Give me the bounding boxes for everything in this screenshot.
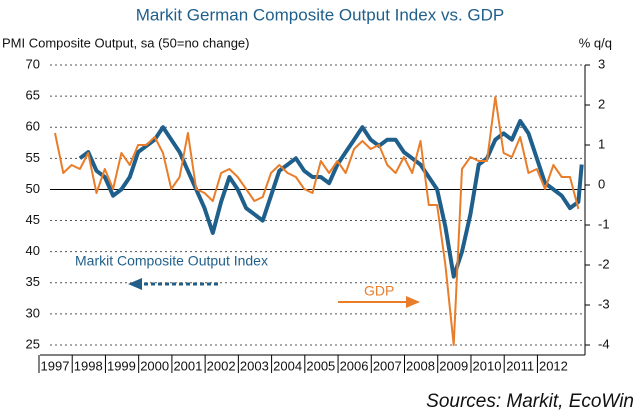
y2-axis-label: % q/q — [579, 35, 612, 50]
y2-tick-label: 0 — [598, 176, 605, 191]
y2-tick-label: -1 — [598, 216, 610, 231]
x-tick-label: 2000 — [140, 358, 169, 373]
x-tick-label: 2002 — [207, 358, 236, 373]
x-tick-label: 2010 — [473, 358, 502, 373]
y2-tick-label: -4 — [598, 336, 610, 351]
y2-tick-label: 3 — [598, 56, 605, 71]
x-tick-label: 1999 — [107, 358, 136, 373]
y2-tick-label: -3 — [598, 296, 610, 311]
x-tick-label: 2009 — [439, 358, 468, 373]
x-tick-label: 1997 — [41, 358, 70, 373]
y-axis-label: PMI Composite Output, sa (50=no change) — [2, 35, 250, 50]
y-tick-label: 35 — [26, 274, 40, 289]
y-tick-label: 70 — [26, 56, 40, 71]
x-tick-label: 2001 — [173, 358, 202, 373]
series-line — [54, 96, 580, 346]
x-tick-label: 2003 — [240, 358, 269, 373]
x-tick-label: 1998 — [74, 358, 103, 373]
y2-tick-label: 1 — [598, 136, 605, 151]
y2-tick-label: 2 — [598, 96, 605, 111]
y-tick-label: 55 — [26, 150, 40, 165]
x-tick-label: 2008 — [406, 358, 435, 373]
annotation: GDP — [364, 283, 394, 299]
chart-title: Markit German Composite Output Index vs.… — [136, 5, 504, 24]
x-tick-label: 2004 — [273, 358, 302, 373]
y-tick-label: 50 — [26, 181, 40, 196]
x-tick-label: 2005 — [306, 358, 335, 373]
x-tick-label: 2006 — [340, 358, 369, 373]
x-tick-label: 2007 — [373, 358, 402, 373]
y-tick-label: 30 — [26, 305, 40, 320]
source: Sources: Markit, EcoWin — [426, 391, 634, 412]
annotation-arrow — [128, 278, 218, 290]
y2-tick-label: -2 — [598, 256, 610, 271]
y-tick-label: 45 — [26, 212, 40, 227]
x-tick-label: 2011 — [506, 358, 534, 373]
y-tick-label: 60 — [26, 119, 40, 134]
x-tick-label: 2012 — [539, 358, 568, 373]
annotation-arrow — [338, 296, 420, 308]
y-tick-label: 25 — [26, 336, 40, 351]
y-tick-label: 40 — [26, 243, 40, 258]
series-line — [78, 119, 584, 279]
y-tick-label: 65 — [26, 88, 40, 103]
annotation: Markit Composite Output Index — [75, 253, 268, 269]
